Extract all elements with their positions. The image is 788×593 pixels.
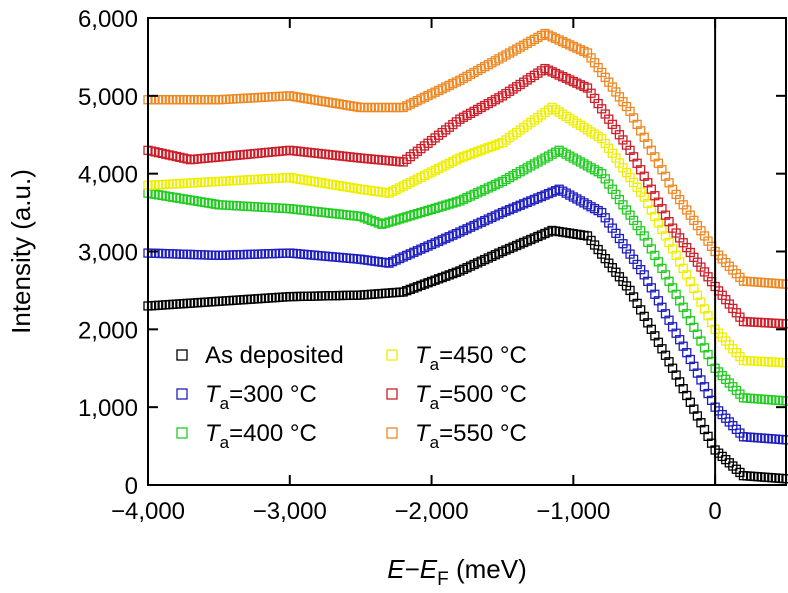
y-tick-label: 6,000 <box>78 6 138 33</box>
x-tick-label: −1,000 <box>536 498 610 525</box>
x-axis-title: E−EF (meV) <box>387 554 526 590</box>
y-tick-label: 4,000 <box>78 162 138 189</box>
legend-item-1: Ta=300 °C <box>176 381 317 413</box>
series-0 <box>143 225 788 484</box>
series-5 <box>143 28 788 289</box>
legend-label: Ta=450 °C <box>415 342 527 374</box>
legend-label: Ta=400 °C <box>205 420 317 452</box>
y-tick-label: 3,000 <box>78 240 138 267</box>
legend-marker <box>386 388 398 400</box>
legend-label: Ta=500 °C <box>415 381 527 413</box>
x-axis: −4,000 −3,000 −2,000 −1,000 0 <box>111 18 722 525</box>
y-tick-label: 5,000 <box>78 84 138 111</box>
series-4 <box>143 63 788 329</box>
legend-marker <box>176 427 188 439</box>
legend-marker <box>176 388 188 400</box>
legend-label: Ta=550 °C <box>415 420 527 452</box>
legend-item-2: Ta=400 °C <box>176 420 317 452</box>
legend-label: Ta=300 °C <box>205 381 317 413</box>
y-axis-title: Intensity (a.u.) <box>6 169 36 334</box>
legend-label: As deposited <box>205 342 344 369</box>
x-tick-label: 0 <box>708 498 721 525</box>
y-tick-label: 1,000 <box>78 395 138 422</box>
legend-marker <box>176 349 188 361</box>
legend: As deposited Ta=300 °C Ta=400 °C Ta=450 °C T… <box>176 342 527 452</box>
x-tick-label: −4,000 <box>111 498 185 525</box>
series-1 <box>143 184 788 445</box>
series-3 <box>143 102 788 368</box>
y-tick-label: 2,000 <box>78 317 138 344</box>
x-tick-label: −2,000 <box>395 498 469 525</box>
data-layer <box>143 28 788 484</box>
legend-marker <box>386 427 398 439</box>
legend-item-4: Ta=500 °C <box>386 381 527 413</box>
legend-item-0: As deposited <box>176 342 344 369</box>
legend-marker <box>386 349 398 361</box>
x-tick-label: −3,000 <box>253 498 327 525</box>
legend-item-3: Ta=450 °C <box>386 342 527 374</box>
legend-item-5: Ta=550 °C <box>386 420 527 452</box>
y-axis: 0 1,000 2,000 3,000 4,000 5,000 6,000 <box>78 6 786 500</box>
y-tick-label: 0 <box>125 473 138 500</box>
